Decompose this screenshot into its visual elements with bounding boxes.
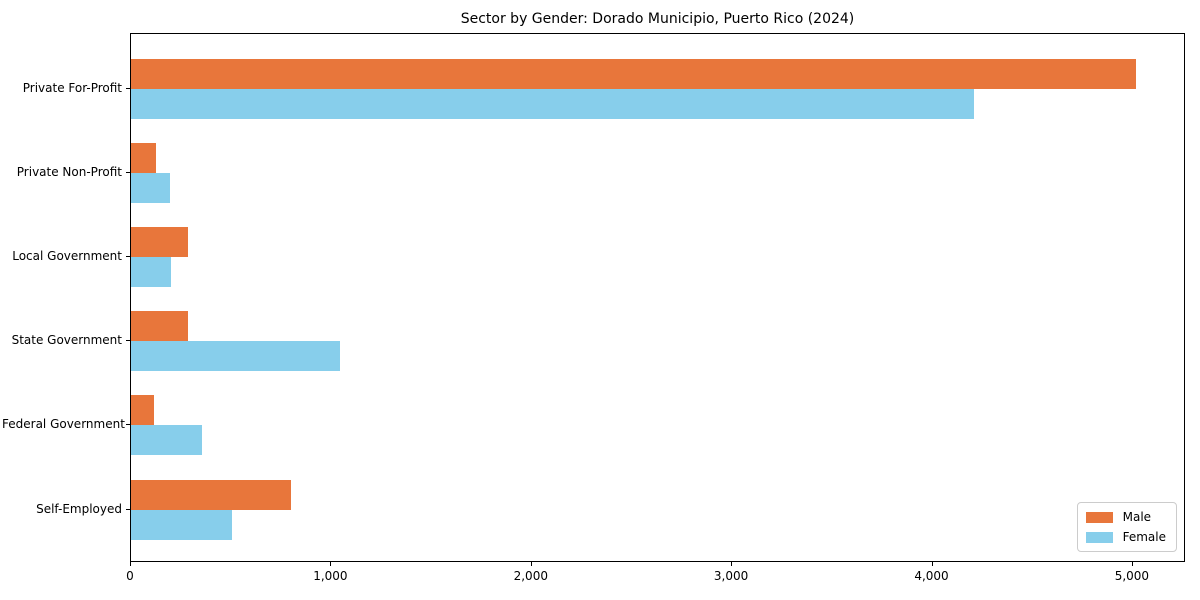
bar-male-local-government xyxy=(131,227,189,258)
bar-female-local-government xyxy=(131,257,172,288)
bar-female-private-for-profit xyxy=(131,89,974,119)
x-tick-mark xyxy=(931,562,933,566)
plot-area: Male Female xyxy=(130,33,1185,562)
bar-female-private-non-profit xyxy=(131,173,171,204)
x-tick-label-1-000: 1,000 xyxy=(313,569,348,583)
bar-female-federal-government xyxy=(131,425,203,456)
y-tick-label-self-employed: Self-Employed xyxy=(36,501,122,516)
y-tick-label-state-government: State Government xyxy=(11,333,122,348)
y-tick-mark xyxy=(126,256,130,258)
chart-title: Sector by Gender: Dorado Municipio, Puer… xyxy=(460,11,855,27)
x-tick-mark xyxy=(330,562,332,566)
x-tick-mark xyxy=(731,562,733,566)
female-series-swatch xyxy=(1085,531,1113,543)
y-tick-label-private-for-profit: Private For-Profit xyxy=(22,81,122,95)
x-tick-mark xyxy=(130,562,131,566)
bar-male-private-non-profit xyxy=(131,143,156,174)
legend-item-female: Female xyxy=(1085,530,1166,544)
bar-female-self-employed xyxy=(131,509,233,540)
legend: Male Female xyxy=(1076,502,1177,552)
y-tick-label-federal-government: Federal Government xyxy=(2,417,125,432)
bar-male-federal-government xyxy=(131,395,154,426)
x-tick-label-4-000: 4,000 xyxy=(914,569,949,583)
x-tick-label-5-000: 5,000 xyxy=(1114,569,1150,583)
legend-label-female: Female xyxy=(1122,530,1166,544)
bar-male-private-for-profit xyxy=(131,59,1136,89)
x-tick-label-0: 0 xyxy=(126,569,134,583)
y-tick-mark xyxy=(126,508,130,510)
male-series-swatch xyxy=(1085,511,1113,523)
y-tick-mark xyxy=(126,88,130,89)
x-tick-label-3-000: 3,000 xyxy=(713,569,749,583)
legend-label-male: Male xyxy=(1122,510,1152,524)
y-tick-mark xyxy=(126,424,130,426)
bar-female-state-government xyxy=(131,341,341,372)
y-tick-mark xyxy=(126,172,130,174)
y-tick-mark xyxy=(126,340,130,342)
x-tick-mark xyxy=(530,562,532,566)
y-tick-label-local-government: Local Government xyxy=(12,249,122,264)
x-tick-mark xyxy=(1131,562,1133,566)
bar-male-self-employed xyxy=(131,479,292,510)
x-tick-label-2-000: 2,000 xyxy=(513,569,548,583)
legend-item-male: Male xyxy=(1085,510,1166,524)
y-tick-label-private-non-profit: Private Non-Profit xyxy=(16,165,122,180)
bar-male-state-government xyxy=(131,311,189,342)
